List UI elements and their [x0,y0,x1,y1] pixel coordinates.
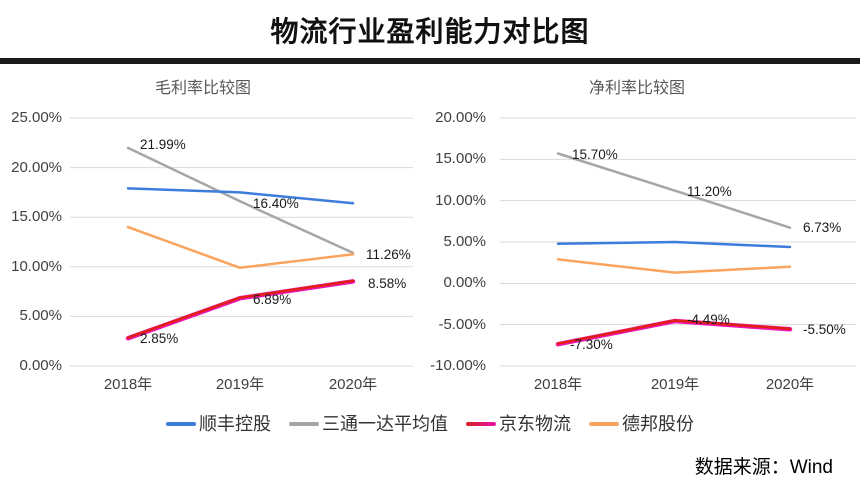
gross-margin-data-label: 8.58% [368,275,407,291]
series-line-德邦股份 [126,225,355,270]
series-line-京东物流-glow [125,279,356,341]
net-margin-data-label: -4.49% [687,312,730,328]
legend-item-德邦股份: 德邦股份 [589,413,694,435]
net-margin-x-tick: 2020年 [765,376,815,393]
series-line-三通一达平均值 [126,146,355,255]
gross-margin-y-tick: 10.00% [11,257,62,275]
net-margin-y-tick: -5.00% [438,315,486,333]
gross-margin-y-tick: 5.00% [19,307,62,325]
chart-title-net-margin: 净利率比较图 [588,80,685,97]
net-margin-data-label: -5.50% [803,321,846,337]
series-line-顺丰控股 [556,240,792,249]
gross-margin-data-label: 16.40% [253,196,299,212]
net-margin-y-tick: 5.00% [443,233,486,250]
gross-margin-x-tick: 2019年 [215,376,265,393]
series-line-顺丰控股 [126,187,355,205]
title-divider [0,58,860,64]
net-margin-data-label: -7.30% [570,336,613,352]
net-margin-x-tick: 2019年 [650,376,700,393]
net-margin-y-tick: 10.00% [435,191,486,209]
legend-item-京东物流: 京东物流 [466,413,571,435]
gross-margin-data-label: 21.99% [140,136,186,152]
data-source-note: 数据来源：Wind [694,457,833,478]
legend-item-顺丰控股: 顺丰控股 [166,413,271,435]
legend-label: 三通一达平均值 [322,414,448,434]
net-margin-y-tick: 20.00% [435,109,486,126]
gross-margin-y-tick: 15.00% [11,208,62,226]
gross-margin-data-label: 11.26% [366,247,411,263]
net-margin-x-tick: 2018年 [533,376,583,393]
net-margin-data-label: 6.73% [803,219,842,235]
legend-label: 京东物流 [499,414,571,434]
net-margin-data-label: 15.70% [572,146,618,162]
net-margin-y-tick: 15.00% [435,150,486,168]
legend-swatch-icon [289,422,319,426]
legend-swatch-icon [466,422,496,426]
net-margin-y-tick: -10.00% [430,357,486,374]
gross-margin-data-label: 2.85% [140,330,179,346]
gross-margin-y-tick: 20.00% [11,158,62,176]
legend-label: 顺丰控股 [199,414,271,434]
chart-legend: 顺丰控股 三通一达平均值 京东物流 德邦股份 [0,413,860,435]
legend-swatch-icon [166,422,196,426]
net-margin-y-tick: 0.00% [443,274,486,292]
gross-margin-x-tick: 2020年 [328,376,378,393]
net-margin-data-label: 11.20% [687,183,732,199]
series-line-德邦股份 [556,258,792,274]
legend-swatch-icon [589,422,619,426]
legend-item-三通一达平均值: 三通一达平均值 [289,413,448,435]
gross-margin-x-tick: 2018年 [103,376,153,393]
series-line-三通一达平均值 [556,152,792,229]
legend-label: 德邦股份 [622,414,694,434]
gross-margin-y-tick: 0.00% [19,357,62,374]
gross-margin-y-tick: 25.00% [11,109,62,126]
page-title: 物流行业盈利能力对比图 [270,16,590,47]
series-line-京东物流 [126,279,355,339]
gross-margin-data-label: 6.89% [253,291,292,307]
chart-title-gross-margin: 毛利率比较图 [154,80,251,97]
series-line-京东物流 [556,319,792,345]
